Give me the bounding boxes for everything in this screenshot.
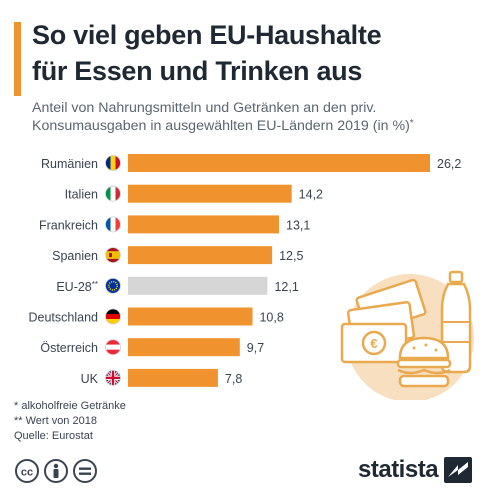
value-label-3: 12,5 <box>279 249 303 263</box>
flag-border <box>105 185 121 202</box>
chart-subtitle-line-1: Anteil von Nahrungsmitteln und Getränken… <box>32 100 377 116</box>
flag-icon-austria <box>105 339 121 356</box>
category-label-3: Spanien <box>52 249 98 263</box>
subtitle-text: Konsumausgaben in ausgewählten EU-Länder… <box>32 118 410 134</box>
footnote-2: ** Wert von 2018 <box>14 415 97 427</box>
category-label-2: Frankreich <box>39 218 98 232</box>
statista-wordmark: statista <box>358 456 439 483</box>
category-label-1: Italien <box>65 188 98 202</box>
value-label-0: 26,2 <box>437 157 461 171</box>
flag-icon-germany <box>105 308 121 325</box>
category-label-4: EU-28** <box>56 280 98 294</box>
statista-logo[interactable]: statista <box>358 456 473 484</box>
bar-0 <box>128 154 430 172</box>
banknotes-icon: € <box>340 278 427 364</box>
flag-icon-italy <box>105 185 121 202</box>
subtitle-footnote-mark: * <box>409 118 414 129</box>
value-label-6: 9,7 <box>247 341 264 355</box>
value-label-5: 10,8 <box>259 311 283 325</box>
chart-title-line-2: für Essen und Trinken aus <box>32 56 363 86</box>
flag-border <box>105 155 121 171</box>
burger-icon <box>396 336 452 388</box>
flag-border <box>105 308 121 325</box>
value-label-7: 7,8 <box>225 372 242 386</box>
cc-icon[interactable]: cc <box>15 459 39 483</box>
bar-chart: Rumänien 26,2 Italien 14,2 Frankreich 13,1 Spa… <box>29 154 461 387</box>
food-money-illustration: € <box>340 270 474 400</box>
category-label-0: Rumänien <box>41 157 98 171</box>
svg-text:cc: cc <box>21 467 33 479</box>
bottle-icon <box>440 270 472 374</box>
source-note: Quelle: Eurostat <box>14 430 93 442</box>
by-icon[interactable] <box>44 459 68 483</box>
flag-icon-eu <box>105 277 121 294</box>
category-label-5: Deutschland <box>29 311 99 325</box>
flag-icon-spain <box>105 247 121 264</box>
accent-bar <box>14 22 21 96</box>
category-footnote-mark: ** <box>92 280 98 289</box>
license-icons[interactable]: cc <box>14 458 104 484</box>
bar-5 <box>128 307 253 326</box>
value-label-4: 12,1 <box>274 280 298 294</box>
statista-mark-icon <box>444 457 473 483</box>
flag-border <box>105 277 121 294</box>
nd-icon[interactable] <box>73 459 97 483</box>
bar-3 <box>128 246 273 265</box>
flag-border <box>105 247 121 264</box>
category-label-7: UK <box>81 372 99 386</box>
value-label-2: 13,1 <box>286 218 310 232</box>
bar-4 <box>128 276 268 295</box>
flag-border <box>105 369 121 386</box>
flag-border <box>105 339 121 356</box>
flag-icon-uk <box>105 369 121 386</box>
svg-text:€: € <box>370 336 377 351</box>
flag-icon-france <box>105 216 121 233</box>
bar-7 <box>128 368 218 387</box>
category-label-6: Österreich <box>40 341 98 355</box>
flag-icon-romania <box>105 155 121 171</box>
flag-border <box>105 216 121 233</box>
chart-title-line-1: So viel geben EU-Haushalte <box>32 20 382 50</box>
bar-6 <box>128 338 240 357</box>
value-label-1: 14,2 <box>299 188 323 202</box>
bar-1 <box>128 184 292 203</box>
chart-subtitle-line-2: Konsumausgaben in ausgewählten EU-Länder… <box>32 118 414 134</box>
footnote-1: * alkoholfreie Getränke <box>14 400 126 412</box>
bar-2 <box>128 215 279 234</box>
